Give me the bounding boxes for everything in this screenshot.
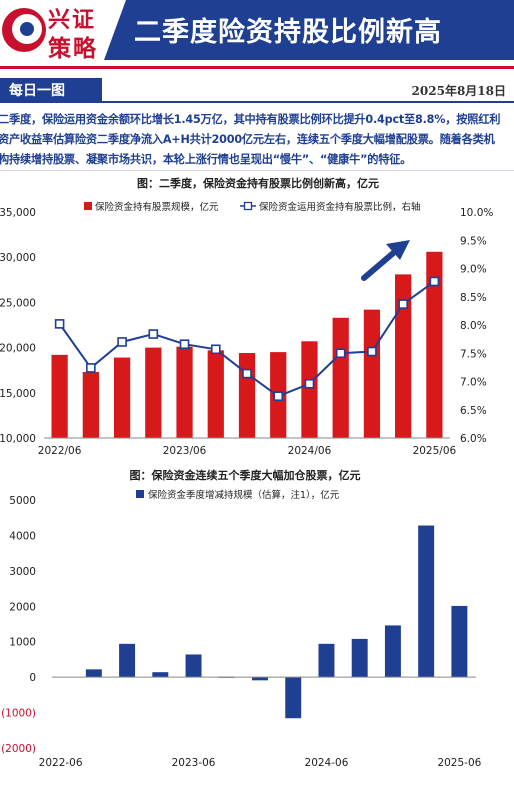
x-tick-label: 2025-06 xyxy=(437,757,481,769)
ratio-point xyxy=(86,363,96,373)
trend-arrow-icon xyxy=(361,240,410,281)
ratio-point xyxy=(367,346,377,357)
x-tick-label: 2022/06 xyxy=(38,445,82,457)
x-tick-label: 2023-06 xyxy=(172,757,216,769)
y2-tick-label: 6.0% xyxy=(460,433,487,445)
legend-line-marker xyxy=(243,201,253,211)
report-date: 2025年8月18日 xyxy=(411,84,506,98)
legend-bar-swatch xyxy=(84,202,92,210)
y-tick-label: 20,000 xyxy=(0,343,36,355)
bar-flow xyxy=(185,654,202,678)
title-banner xyxy=(104,0,514,60)
bar-flow xyxy=(351,638,368,678)
ratio-point xyxy=(117,337,127,347)
bar-holdings xyxy=(176,346,193,438)
brand-name-line1: 兴证 xyxy=(48,7,97,33)
x-tick-label: 2024-06 xyxy=(305,757,349,769)
chart1-bars xyxy=(51,251,443,438)
y-tick-label: 35,000 xyxy=(0,207,36,219)
bar-holdings xyxy=(363,309,381,438)
legend-bar-label: 保险资金持有股票规模，亿元 xyxy=(95,201,219,213)
header-divider xyxy=(0,66,514,69)
bar-flow xyxy=(152,672,169,678)
legend2-bar-swatch xyxy=(136,490,144,498)
bar-holdings xyxy=(332,317,349,438)
summary-line-3: 构持续增持股票、凝聚市场共识，本轮上涨行情也呈现出“慢牛”、“健康牛”的特征。 xyxy=(0,153,412,166)
report-header: 兴证 策略 二季度险资持股比例新高 xyxy=(0,0,514,66)
y-tick-label: (2000) xyxy=(1,743,36,755)
y-tick-label: 1000 xyxy=(9,637,36,649)
y2-tick-label: 6.5% xyxy=(460,405,487,417)
bar-flow xyxy=(384,625,401,678)
ratio-point xyxy=(148,329,159,339)
y-tick-label: 5000 xyxy=(9,495,36,507)
summary-line-2: 资产收益率估算险资二季度净流入A+H共计2000亿元左右，连续五个季度大幅增配股… xyxy=(0,133,495,146)
legend2-bar-label: 保险资金季度增减持规模（估算，注1），亿元 xyxy=(148,489,340,501)
y-tick-label: (1000) xyxy=(1,708,36,720)
chart1-ratio-line xyxy=(54,276,440,401)
y-tick-label: 0 xyxy=(29,672,36,684)
y2-tick-label: 7.0% xyxy=(460,377,487,389)
y2-tick-label: 10.0% xyxy=(460,207,493,219)
stock-holdings-chart: 图：二季度，保险资金持有股票比例创新高，亿元 保险资金持有股票规模，亿元 保险资… xyxy=(0,176,493,457)
legend-line-label: 保险资金运用资金持有股票比例，右轴 xyxy=(259,201,421,213)
y-tick-label: 25,000 xyxy=(0,297,36,309)
y-tick-label: 10,000 xyxy=(0,433,36,445)
y2-tick-label: 7.5% xyxy=(460,348,487,360)
bar-holdings xyxy=(113,357,131,438)
ratio-point xyxy=(210,344,221,355)
x-tick-label: 2025/06 xyxy=(413,445,457,457)
chart2-axes: (2000) (1000) 0 1000 2000 3000 4000 5000 2022-06… xyxy=(1,495,482,769)
y-tick-label: 4000 xyxy=(9,530,36,542)
y-tick-label: 3000 xyxy=(9,566,36,578)
ratio-point xyxy=(398,299,408,309)
bar-holdings xyxy=(301,341,318,438)
bar-flow xyxy=(285,677,302,719)
bar-flow xyxy=(318,643,335,678)
bar-holdings xyxy=(51,354,68,438)
bar-flow xyxy=(418,525,435,678)
x-tick-label: 2023/06 xyxy=(163,445,207,457)
bar-holdings xyxy=(82,372,99,438)
y2-tick-label: 9.0% xyxy=(460,264,487,276)
chart-frame xyxy=(0,170,514,791)
ratio-point xyxy=(242,368,252,379)
bar-holdings xyxy=(395,274,412,438)
ratio-point xyxy=(335,348,346,359)
summary-line-1: 二季度，保险运用资金余额环比增长1.45万亿，其中持有股票比例环比提升0.4pc… xyxy=(0,113,501,126)
bar-holdings xyxy=(238,353,256,438)
ratio-point xyxy=(304,378,315,389)
section-label: 每日一图 xyxy=(9,83,65,99)
y-tick-label: 2000 xyxy=(9,601,36,613)
x-tick-label: 2024/06 xyxy=(288,445,332,457)
bar-flow xyxy=(85,669,102,678)
y2-tick-label: 8.0% xyxy=(460,320,487,332)
chart1-axes: 10,000 15,000 20,000 25,000 30,000 35,000 6.0%… xyxy=(0,207,493,457)
bar-holdings xyxy=(145,347,162,438)
quarterly-flow-chart: 图：保险资金连续五个季度大幅加仓股票，亿元 保险资金季度增减持规模（估算，注1）… xyxy=(1,468,482,769)
company-logo-icon xyxy=(2,8,46,52)
bar-holdings xyxy=(426,251,443,438)
chart2-title: 图：保险资金连续五个季度大幅加仓股票，亿元 xyxy=(130,468,361,482)
section-divider xyxy=(0,101,514,103)
ratio-point xyxy=(429,276,440,287)
bar-flow xyxy=(252,677,268,681)
chart1-title: 图：二季度，保险资金持有股票比例创新高，亿元 xyxy=(137,176,379,190)
y-tick-label: 30,000 xyxy=(0,252,36,264)
report-title: 二季度险资持股比例新高 xyxy=(134,17,442,48)
x-tick-label: 2022-06 xyxy=(39,757,83,769)
brand-name-line2: 策略 xyxy=(48,35,98,62)
section-tab xyxy=(0,78,102,102)
y2-tick-label: 8.5% xyxy=(460,292,487,304)
y-tick-label: 15,000 xyxy=(0,388,36,400)
ratio-point xyxy=(273,391,284,401)
ratio-point xyxy=(179,339,190,350)
bar-flow xyxy=(119,643,136,678)
y2-tick-label: 9.5% xyxy=(460,235,487,247)
chart2-bars xyxy=(85,525,468,719)
ratio-point xyxy=(54,319,65,329)
bar-holdings xyxy=(207,350,224,438)
bar-flow xyxy=(451,605,468,678)
